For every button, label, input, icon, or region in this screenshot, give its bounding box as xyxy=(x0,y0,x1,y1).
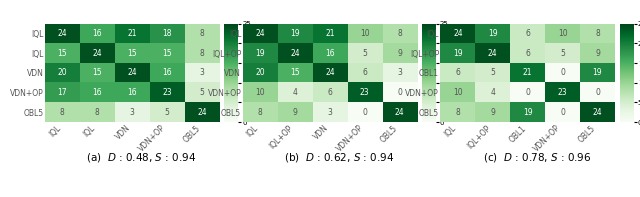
Text: 19: 19 xyxy=(453,49,463,58)
Text: 18: 18 xyxy=(162,29,172,38)
Text: 24: 24 xyxy=(58,29,67,38)
Text: 3: 3 xyxy=(328,108,332,117)
Text: 5: 5 xyxy=(362,49,367,58)
Text: 24: 24 xyxy=(395,108,404,117)
Text: 16: 16 xyxy=(325,49,335,58)
Text: 9: 9 xyxy=(490,108,495,117)
Text: 8: 8 xyxy=(397,29,402,38)
Text: 16: 16 xyxy=(162,68,172,77)
Text: 16: 16 xyxy=(92,29,102,38)
Text: 5: 5 xyxy=(200,88,204,97)
Text: 19: 19 xyxy=(593,68,602,77)
Text: 17: 17 xyxy=(58,88,67,97)
Text: 6: 6 xyxy=(525,29,530,38)
Text: 0: 0 xyxy=(595,88,600,97)
Text: 3: 3 xyxy=(397,68,402,77)
Text: 23: 23 xyxy=(162,88,172,97)
Text: 15: 15 xyxy=(290,68,300,77)
Text: 6: 6 xyxy=(456,68,460,77)
Text: 8: 8 xyxy=(595,29,600,38)
Text: 15: 15 xyxy=(162,49,172,58)
Text: 10: 10 xyxy=(255,88,265,97)
Text: (b)  $D$ : 0.62, $S$ : 0.94: (b) $D$ : 0.62, $S$ : 0.94 xyxy=(284,151,394,164)
Text: 9: 9 xyxy=(292,108,298,117)
Text: 23: 23 xyxy=(558,88,568,97)
Text: 21: 21 xyxy=(523,68,532,77)
Text: 19: 19 xyxy=(255,49,265,58)
Text: 8: 8 xyxy=(258,108,262,117)
Text: 5: 5 xyxy=(490,68,495,77)
Text: 9: 9 xyxy=(397,49,402,58)
Text: 8: 8 xyxy=(200,29,204,38)
Text: 8: 8 xyxy=(456,108,460,117)
Text: 6: 6 xyxy=(525,49,530,58)
Text: 5: 5 xyxy=(164,108,170,117)
Text: (c)  $D$ : 0.78, $S$ : 0.96: (c) $D$ : 0.78, $S$ : 0.96 xyxy=(483,151,591,164)
Text: 20: 20 xyxy=(255,68,265,77)
Text: 10: 10 xyxy=(558,29,568,38)
Text: 6: 6 xyxy=(328,88,332,97)
Text: 21: 21 xyxy=(325,29,335,38)
Text: 23: 23 xyxy=(360,88,369,97)
Text: 24: 24 xyxy=(325,68,335,77)
Text: 6: 6 xyxy=(362,68,367,77)
Text: 15: 15 xyxy=(92,68,102,77)
Text: 5: 5 xyxy=(560,49,565,58)
Text: 16: 16 xyxy=(92,88,102,97)
Text: 24: 24 xyxy=(255,29,265,38)
Text: 0: 0 xyxy=(525,88,530,97)
Text: 4: 4 xyxy=(292,88,298,97)
Text: 3: 3 xyxy=(200,68,204,77)
Text: 15: 15 xyxy=(127,49,137,58)
Text: 8: 8 xyxy=(200,49,204,58)
Text: 21: 21 xyxy=(127,29,137,38)
Text: 0: 0 xyxy=(560,108,565,117)
Text: 0: 0 xyxy=(362,108,367,117)
Text: 10: 10 xyxy=(453,88,463,97)
Text: 4: 4 xyxy=(490,88,495,97)
Text: 10: 10 xyxy=(360,29,369,38)
Text: 24: 24 xyxy=(92,49,102,58)
Text: 8: 8 xyxy=(60,108,65,117)
Text: 8: 8 xyxy=(95,108,99,117)
Text: 20: 20 xyxy=(58,68,67,77)
Text: 15: 15 xyxy=(58,49,67,58)
Text: 24: 24 xyxy=(127,68,137,77)
Text: 16: 16 xyxy=(127,88,137,97)
Text: 0: 0 xyxy=(560,68,565,77)
Text: 19: 19 xyxy=(523,108,532,117)
Text: 24: 24 xyxy=(290,49,300,58)
Text: 0: 0 xyxy=(397,88,402,97)
Text: 24: 24 xyxy=(593,108,602,117)
Text: 19: 19 xyxy=(488,29,498,38)
Text: 9: 9 xyxy=(595,49,600,58)
Text: 24: 24 xyxy=(453,29,463,38)
Text: 24: 24 xyxy=(488,49,498,58)
Text: (a)  $D$ : 0.48, $S$ : 0.94: (a) $D$ : 0.48, $S$ : 0.94 xyxy=(86,151,196,164)
Text: 19: 19 xyxy=(290,29,300,38)
Text: 3: 3 xyxy=(129,108,134,117)
Text: 24: 24 xyxy=(197,108,207,117)
